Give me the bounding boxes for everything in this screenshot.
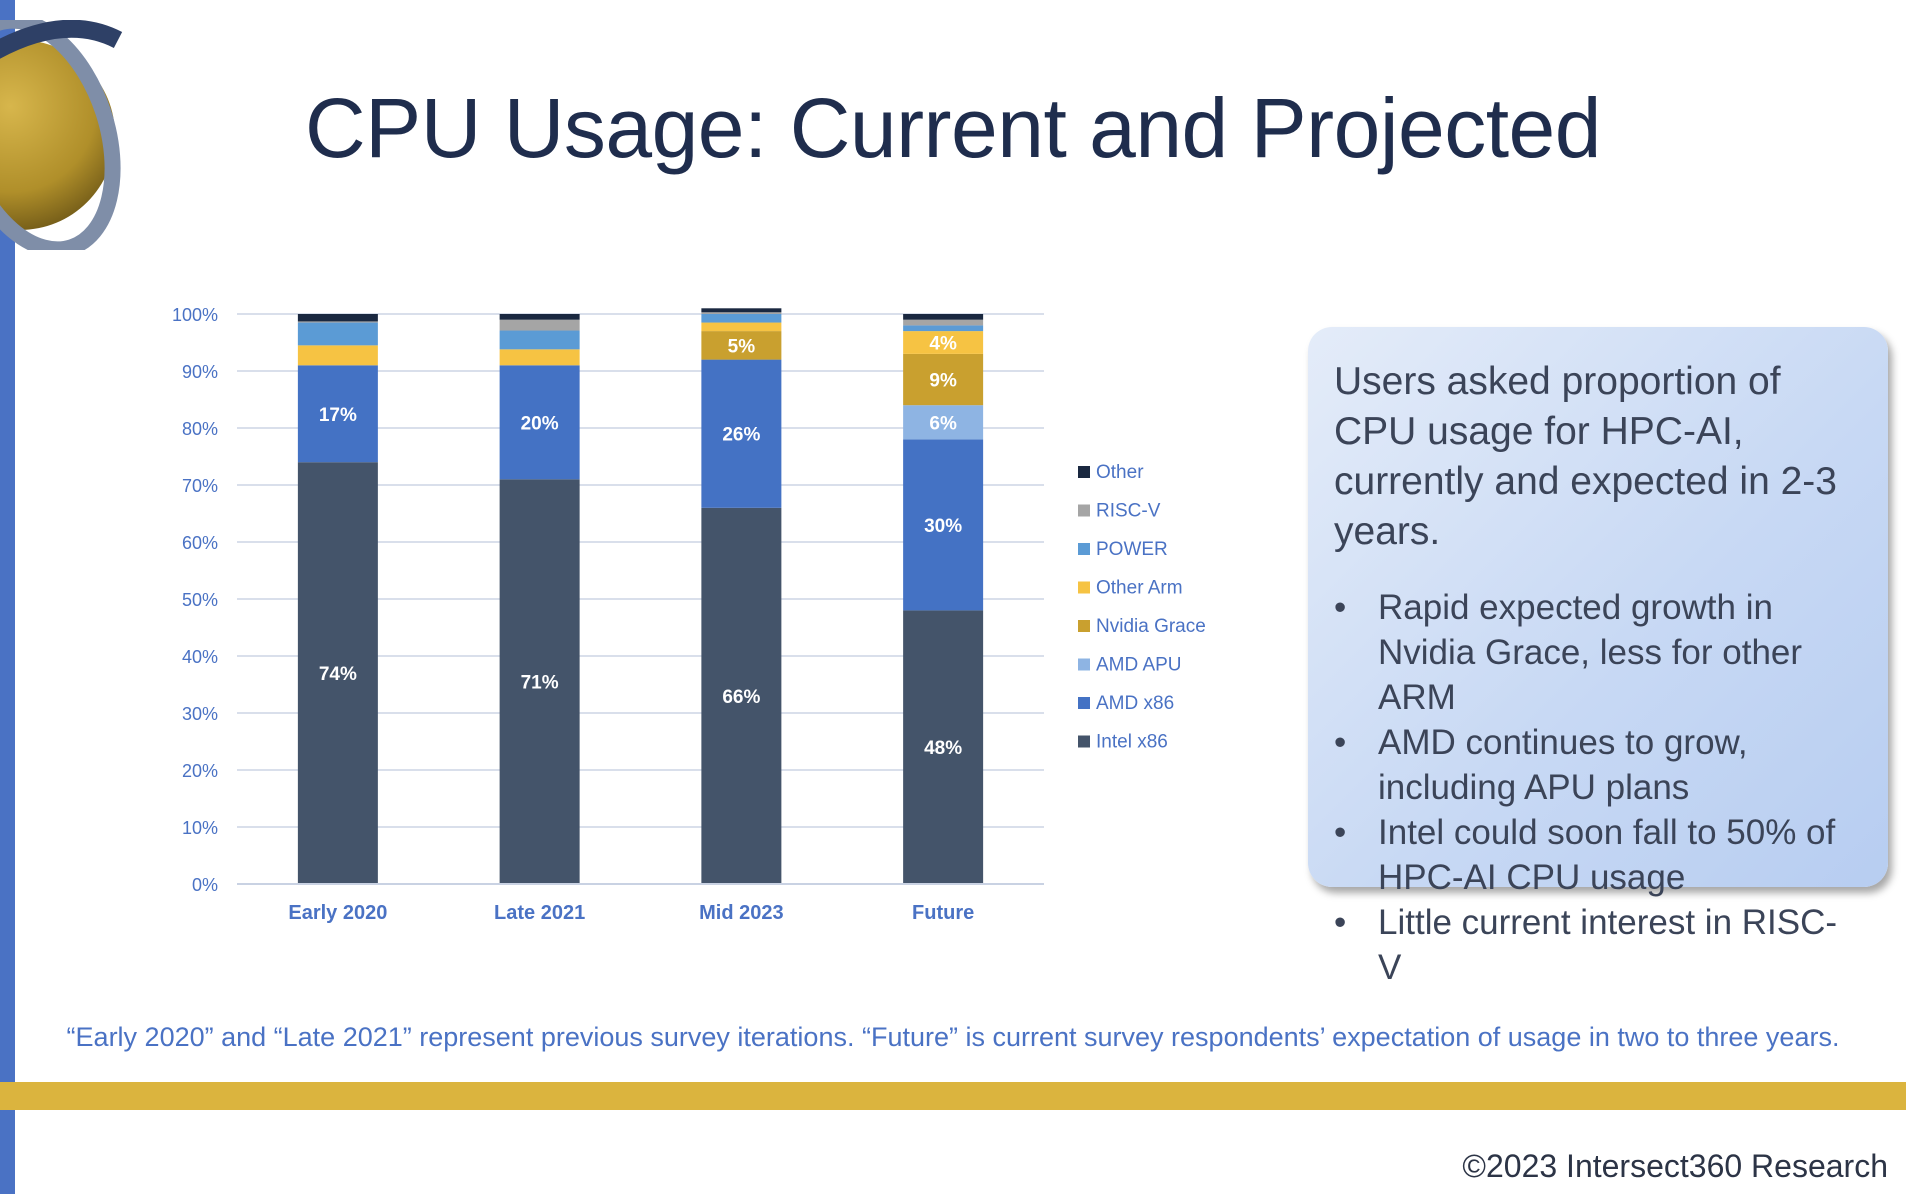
- data-label: 71%: [521, 673, 559, 694]
- bar-segment: [701, 322, 782, 332]
- bar-segment: [701, 314, 782, 323]
- legend-swatch: [1078, 735, 1090, 748]
- legend-swatch: [1078, 620, 1090, 632]
- y-tick-label: 90%: [182, 362, 218, 382]
- legend-swatch: [1078, 697, 1090, 709]
- x-tick-label: Future: [912, 902, 974, 924]
- bullet-icon: •: [1334, 723, 1347, 762]
- bar-segment: [701, 331, 782, 360]
- callout-bullet: • AMD continues to grow, including APU pl…: [1334, 720, 1860, 810]
- bar-segment: [903, 353, 984, 406]
- bar-segment: [297, 462, 378, 884]
- bar-segment: [499, 319, 580, 331]
- data-label: 6%: [929, 413, 957, 434]
- legend-label: RISC-V: [1096, 501, 1161, 522]
- legend-swatch: [1078, 504, 1090, 517]
- x-tick-label: Late 2021: [494, 902, 585, 924]
- y-tick-label: 100%: [172, 305, 218, 325]
- x-tick-label: Early 2020: [288, 902, 387, 924]
- bar-segment: [701, 359, 782, 508]
- y-tick-label: 40%: [182, 647, 218, 667]
- footnote: “Early 2020” and “Late 2021” represent p…: [66, 1022, 1840, 1052]
- bar-segment: [499, 479, 580, 884]
- bullet-icon: •: [1334, 813, 1347, 852]
- bar-segment: [297, 345, 378, 366]
- data-label: 48%: [924, 738, 962, 759]
- bullet-icon: •: [1334, 903, 1347, 942]
- gold-divider-bar: [0, 1082, 1906, 1110]
- legend-label: Other: [1096, 462, 1144, 483]
- bar-segment: [903, 610, 984, 884]
- data-label: 26%: [722, 425, 760, 446]
- legend-swatch: [1078, 466, 1090, 478]
- bar-segment: [701, 312, 782, 314]
- data-label: 4%: [929, 334, 957, 355]
- page-title: CPU Usage: Current and Projected: [305, 81, 1601, 175]
- data-label: 20%: [521, 413, 559, 434]
- bar-segment: [903, 439, 984, 611]
- x-tick-label: Mid 2023: [699, 902, 783, 924]
- bar-segment: [297, 365, 378, 463]
- bar-segment: [499, 314, 580, 320]
- left-accent-bar: [0, 0, 15, 1194]
- y-tick-label: 70%: [182, 476, 218, 496]
- data-label: 9%: [929, 371, 957, 392]
- legend-label: Nvidia Grace: [1096, 616, 1206, 637]
- callout-bullet: • Little current interest in RISC-V: [1334, 900, 1860, 990]
- y-tick-label: 80%: [182, 419, 218, 439]
- bar-segment: [701, 308, 782, 313]
- y-tick-label: 10%: [182, 818, 218, 838]
- data-label: 17%: [319, 405, 357, 426]
- y-tick-label: 30%: [182, 704, 218, 724]
- bar-segment: [903, 319, 984, 326]
- legend-swatch: [1078, 581, 1090, 594]
- bar-segment: [297, 314, 378, 322]
- bar-segment: [903, 325, 984, 332]
- y-tick-label: 0%: [192, 875, 218, 895]
- y-tick-label: 20%: [182, 761, 218, 781]
- bar-segment: [903, 331, 984, 354]
- legend-label: AMD x86: [1096, 693, 1174, 714]
- legend-swatch: [1078, 543, 1090, 555]
- y-tick-label: 60%: [182, 533, 218, 553]
- callout-bullet: • Rapid expected growth in Nvidia Grace, …: [1334, 585, 1860, 720]
- bar-segment: [297, 321, 378, 323]
- stacked-bar-chart: 0% 10% 20% 30% 40% 50% 60% 70% 80% 90% 100% 74% 17% E…: [172, 305, 1206, 924]
- callout-bullet-list: • Rapid expected growth in Nvidia Grace, …: [1334, 585, 1860, 990]
- summary-callout: Users asked proportion of CPU usage for …: [1308, 327, 1888, 987]
- data-label: 74%: [319, 664, 357, 685]
- copyright-text: ©2023 Intersect360 Research: [1462, 1148, 1888, 1184]
- bar-segment: [499, 349, 580, 366]
- bar-segment: [903, 314, 984, 320]
- globe-logo-icon: [0, 20, 123, 250]
- bar-segment: [499, 365, 580, 480]
- y-tick-label: 50%: [182, 590, 218, 610]
- data-label: 5%: [728, 336, 756, 357]
- data-label: 30%: [924, 516, 962, 537]
- bullet-icon: •: [1334, 588, 1347, 627]
- bar-segment: [903, 405, 984, 440]
- callout-bullet: • Intel could soon fall to 50% of HPC-AI …: [1334, 810, 1860, 900]
- legend-label: Intel x86: [1096, 732, 1168, 753]
- bar-segment: [499, 330, 580, 350]
- legend-label: Other Arm: [1096, 578, 1183, 599]
- bar-segment: [701, 507, 782, 884]
- legend-label: POWER: [1096, 539, 1168, 560]
- bar-segment: [297, 322, 378, 346]
- legend-label: AMD APU: [1096, 655, 1182, 676]
- callout-intro: Users asked proportion of CPU usage for …: [1334, 360, 1837, 553]
- legend-swatch: [1078, 658, 1090, 671]
- data-label: 66%: [722, 687, 760, 708]
